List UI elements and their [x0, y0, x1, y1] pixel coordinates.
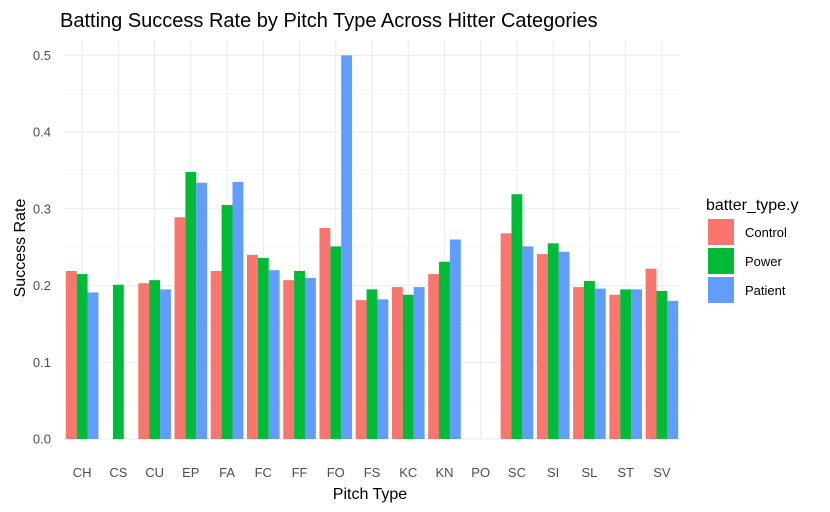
- y-tick-label: 0.4: [33, 125, 51, 140]
- bar: [558, 251, 570, 439]
- bar: [609, 294, 621, 439]
- bar: [87, 292, 99, 439]
- bars: [65, 55, 679, 440]
- bar: [330, 246, 342, 439]
- bar: [257, 257, 269, 439]
- bar: [65, 270, 77, 439]
- legend-key: [708, 219, 734, 245]
- bar: [268, 270, 280, 439]
- bar: [341, 55, 353, 439]
- y-tick-label: 0.0: [33, 432, 51, 447]
- bar: [76, 274, 88, 439]
- x-tick-label: SC: [508, 465, 526, 480]
- bar: [583, 280, 595, 439]
- bar: [413, 287, 425, 439]
- y-axis-ticks: 0.0 0.1 0.2 0.3 0.4 0.5: [33, 48, 51, 447]
- bar: [112, 284, 124, 439]
- bar: [377, 299, 389, 439]
- legend-label: Control: [745, 225, 787, 240]
- x-tick-label: SV: [653, 465, 671, 480]
- bar: [196, 182, 208, 439]
- x-tick-label: KC: [399, 465, 417, 480]
- bar: [294, 270, 305, 439]
- y-tick-label: 0.1: [33, 355, 51, 370]
- bar: [391, 287, 403, 439]
- bar: [511, 194, 523, 439]
- chart-title: Batting Success Rate by Pitch Type Acros…: [60, 10, 598, 32]
- x-tick-label: SL: [581, 465, 597, 480]
- bar: [594, 288, 606, 439]
- x-tick-label: FC: [255, 465, 272, 480]
- legend-label: Patient: [745, 283, 786, 298]
- bar: [667, 300, 679, 439]
- y-tick-label: 0.2: [33, 278, 51, 293]
- bar: [149, 280, 161, 439]
- bar: [304, 277, 316, 439]
- bar: [522, 246, 534, 439]
- bar: [138, 283, 150, 439]
- bar: [402, 294, 414, 439]
- bar: [449, 239, 461, 439]
- bar: [428, 274, 440, 439]
- x-tick-label: FO: [327, 465, 345, 480]
- legend-key: [708, 248, 734, 274]
- bar: [500, 233, 512, 439]
- bar: [620, 289, 632, 439]
- bar: [573, 287, 584, 439]
- bar: [439, 261, 450, 439]
- bar: [246, 254, 258, 439]
- bar: [319, 227, 331, 439]
- bar: [631, 289, 642, 439]
- legend-label: Power: [745, 254, 783, 269]
- bar: [210, 270, 222, 439]
- y-tick-label: 0.5: [33, 48, 51, 63]
- bar: [645, 268, 657, 439]
- bar: [547, 243, 559, 439]
- y-axis-label: Success Rate: [12, 199, 29, 298]
- bar: [232, 181, 244, 440]
- legend-title: batter_type.y: [706, 197, 799, 214]
- x-tick-label: CU: [145, 465, 164, 480]
- bar: [174, 217, 186, 439]
- x-tick-label: FA: [219, 465, 235, 480]
- x-tick-label: CH: [73, 465, 92, 480]
- bar: [656, 290, 668, 439]
- x-tick-label: FF: [292, 465, 308, 480]
- bar: [221, 204, 233, 439]
- x-tick-label: PO: [471, 465, 490, 480]
- y-tick-label: 0.3: [33, 201, 51, 216]
- x-tick-label: KN: [435, 465, 453, 480]
- x-tick-label: CS: [109, 465, 127, 480]
- x-tick-label: ST: [617, 465, 634, 480]
- x-tick-label: SI: [547, 465, 559, 480]
- bar: [160, 289, 171, 439]
- bar: [536, 254, 548, 439]
- x-tick-label: FS: [364, 465, 381, 480]
- x-tick-label: EP: [182, 465, 199, 480]
- legend: batter_type.y Control Power Patient: [706, 197, 799, 303]
- bar: [185, 171, 197, 439]
- bar: [283, 280, 295, 439]
- x-axis-label: Pitch Type: [333, 486, 408, 503]
- x-axis-ticks: CH CS CU EP FA FC FF FO FS KC KN PO SC SI SL ST SV: [73, 465, 671, 480]
- bar: [366, 289, 378, 439]
- bar: [355, 300, 367, 439]
- legend-key: [708, 277, 734, 303]
